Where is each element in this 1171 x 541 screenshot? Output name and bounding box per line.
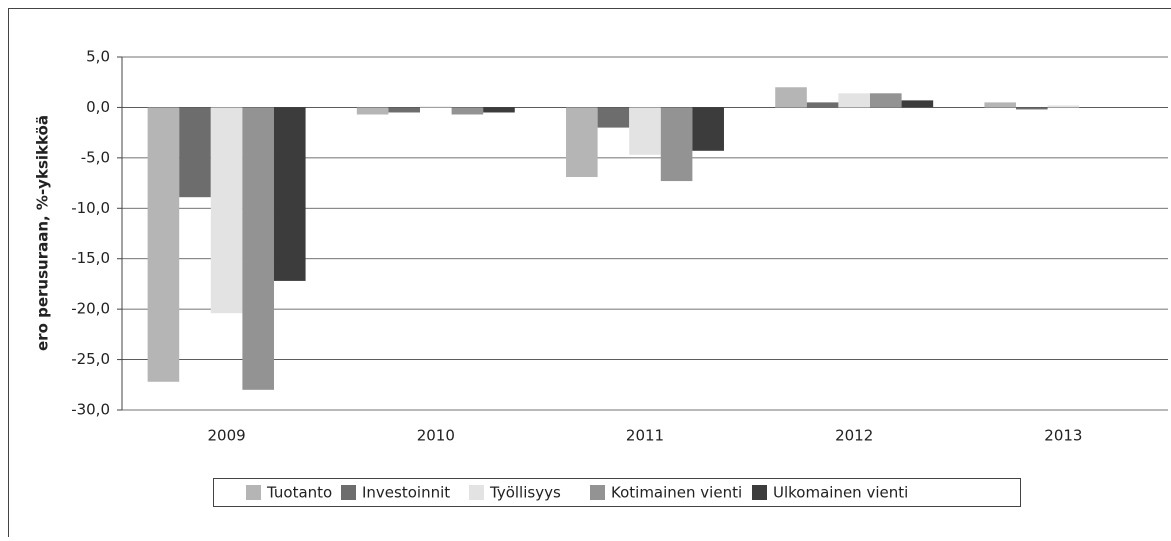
bar [242,107,274,389]
legend-label: Tuotanto [266,484,332,502]
y-tick-label: 0,0 [86,98,110,116]
y-tick-label: -25,0 [71,350,110,368]
y-tick-label: -5,0 [81,148,110,166]
bar [357,107,389,114]
bar [661,107,693,181]
legend-label: Työllisyys [489,484,561,502]
legend-label: Kotimainen vienti [611,484,742,502]
bar [179,107,211,197]
legend-swatch [341,485,356,500]
bar [452,107,484,114]
bar [838,93,870,107]
bar [211,107,243,313]
y-tick-label: 5,0 [86,48,110,66]
bar [274,107,306,280]
y-tick-label: -30,0 [71,401,110,419]
legend-swatch [590,485,605,500]
bar [1016,107,1048,109]
bar [388,107,420,112]
y-tick-label: -20,0 [71,300,110,318]
legend-label: Ulkomainen vienti [773,484,908,502]
legend-swatch [246,485,261,500]
x-tick-label: 2013 [1044,427,1082,445]
bar [1048,105,1080,107]
bar [566,107,598,177]
y-tick-label: -15,0 [71,249,110,267]
bar [807,102,839,107]
bar [870,93,902,107]
bar [775,87,807,107]
legend-swatch [469,485,484,500]
x-tick-label: 2011 [626,427,664,445]
bar [420,106,452,107]
bar [692,107,724,150]
bar [629,107,661,154]
legend-label: Investoinnit [362,484,450,502]
y-axis-label: ero perusuraan, %-yksikköä [34,115,52,351]
bar [984,102,1016,107]
y-tick-label: -10,0 [71,199,110,217]
x-tick-label: 2009 [208,427,246,445]
x-tick-label: 2010 [417,427,455,445]
x-tick-label: 2012 [835,427,873,445]
bar [598,107,630,127]
legend-swatch [752,485,767,500]
bar [148,107,180,381]
bar [483,107,515,112]
bar [902,100,934,107]
chart-frame [9,9,1171,538]
